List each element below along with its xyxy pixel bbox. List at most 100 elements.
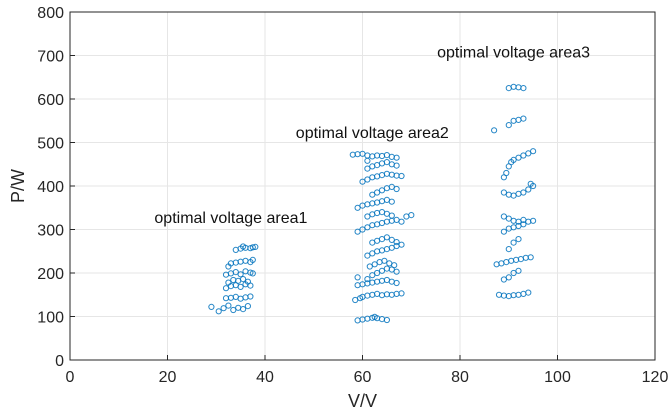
data-point <box>398 218 405 225</box>
data-point <box>505 191 512 198</box>
data-point <box>359 226 366 233</box>
data-point <box>403 213 410 220</box>
data-point <box>525 289 532 296</box>
data-point <box>398 241 405 248</box>
data-point <box>383 316 390 324</box>
data-point <box>510 269 517 277</box>
data-point <box>215 308 222 315</box>
grid-layer <box>69 11 656 361</box>
data-point <box>378 316 386 323</box>
y-tick-label: 0 <box>55 353 64 370</box>
data-point <box>359 178 366 185</box>
data-point <box>393 279 400 287</box>
data-point <box>369 272 376 279</box>
y-tick-label: 800 <box>37 5 64 22</box>
data-point <box>503 259 510 266</box>
data-point <box>393 172 400 179</box>
data-point <box>381 257 388 264</box>
data-point <box>208 303 215 310</box>
data-point <box>374 221 381 228</box>
data-point <box>520 216 527 223</box>
data-point <box>378 198 386 205</box>
data-point <box>393 185 400 193</box>
data-point <box>374 152 381 159</box>
data-point <box>520 85 527 92</box>
data-point <box>510 292 517 299</box>
data-point <box>530 217 537 224</box>
data-point <box>369 153 376 160</box>
data-point <box>515 116 522 124</box>
data-point <box>383 170 390 177</box>
data-point <box>510 156 517 163</box>
data-point <box>374 269 381 277</box>
data-point <box>242 294 249 301</box>
data-point <box>237 295 244 302</box>
data-point <box>515 84 522 91</box>
y-tick-label: 500 <box>37 136 64 153</box>
annotation-label: optimal voltage area3 <box>437 45 590 62</box>
data-point <box>393 154 400 161</box>
x-tick-label: 100 <box>544 369 571 386</box>
data-point <box>364 224 371 231</box>
data-point <box>222 295 230 302</box>
data-point <box>520 152 527 159</box>
data-point <box>498 260 505 267</box>
x-tick-label: 80 <box>451 369 469 386</box>
data-point <box>525 186 532 193</box>
data-point <box>378 187 386 194</box>
data-point <box>388 236 395 243</box>
data-point <box>225 302 232 309</box>
data-point <box>364 276 371 283</box>
data-point <box>374 248 381 255</box>
y-tick-label: 600 <box>37 92 64 109</box>
data-point <box>527 180 534 187</box>
data-point <box>364 152 371 159</box>
data-point <box>232 269 239 276</box>
data-point <box>378 292 386 299</box>
data-point <box>249 270 256 277</box>
data-point <box>515 236 522 243</box>
data-point <box>240 243 247 250</box>
data-point <box>230 276 237 284</box>
data-point <box>242 257 249 264</box>
data-point <box>230 306 237 314</box>
data-point <box>244 303 251 310</box>
points-layer <box>208 83 537 324</box>
data-point <box>378 277 386 284</box>
data-point <box>366 263 373 270</box>
data-point <box>393 239 400 246</box>
data-point <box>252 243 259 250</box>
data-point <box>398 172 405 180</box>
x-tick-label: 60 <box>354 369 372 386</box>
data-point <box>505 293 512 300</box>
data-point <box>388 171 395 178</box>
data-point <box>505 274 512 281</box>
data-point <box>515 267 522 274</box>
data-point <box>500 213 507 220</box>
data-point <box>364 201 371 208</box>
data-point <box>500 276 507 283</box>
data-point <box>505 122 512 129</box>
data-point <box>364 213 371 220</box>
data-point <box>383 159 390 166</box>
data-point <box>364 157 371 164</box>
data-point <box>374 290 381 297</box>
data-point <box>503 169 510 177</box>
data-point <box>378 247 386 254</box>
data-point <box>515 190 522 197</box>
data-point <box>510 217 517 224</box>
data-point <box>510 117 517 124</box>
data-point <box>388 291 395 298</box>
data-point <box>383 246 390 253</box>
annotation-label: optimal voltage area2 <box>296 125 449 142</box>
data-point <box>520 189 527 196</box>
data-point <box>354 274 361 281</box>
data-point <box>232 259 239 266</box>
data-point <box>364 292 371 299</box>
data-point <box>354 228 361 235</box>
data-point <box>369 174 376 181</box>
data-point <box>378 160 386 167</box>
data-point <box>527 254 534 261</box>
data-point <box>354 204 361 211</box>
